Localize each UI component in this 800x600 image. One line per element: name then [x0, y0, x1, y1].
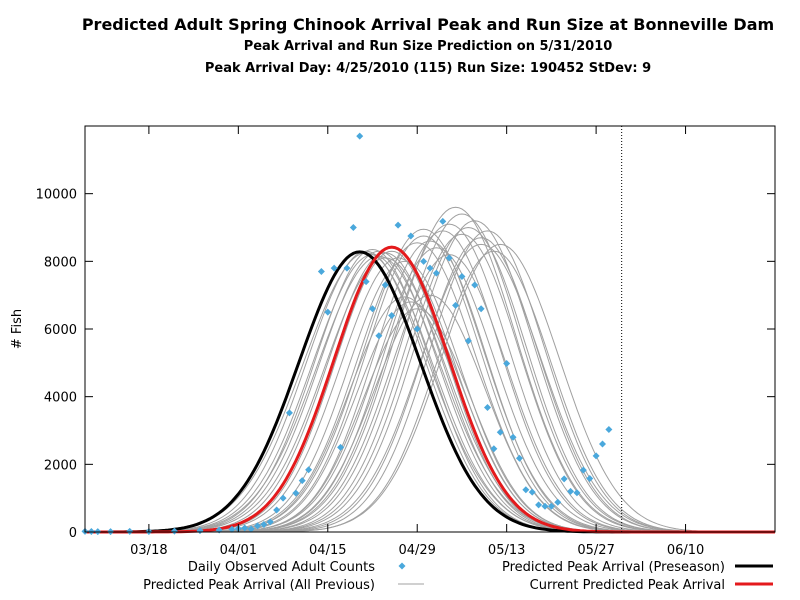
observed-point [273, 506, 281, 514]
observed-point [452, 301, 460, 309]
observed-point [349, 224, 357, 231]
legend-label: Predicted Peak Arrival (Preseason) [502, 560, 725, 575]
observed-point [579, 466, 587, 474]
observed-point [535, 501, 543, 509]
legend-label: Current Predicted Peak Arrival [530, 578, 725, 593]
observed-point [503, 360, 511, 368]
observed-point [515, 454, 523, 462]
observed-point [317, 267, 325, 275]
observed-point [343, 264, 351, 272]
y-tick-label: 2000 [44, 458, 77, 473]
y-tick-label: 8000 [44, 255, 77, 270]
observed-point [292, 489, 300, 497]
y-tick-label: 10000 [36, 188, 77, 203]
previous-curves-layer [85, 206, 775, 533]
x-tick-label: 04/01 [220, 543, 257, 558]
observed-point [605, 425, 613, 433]
observed-point [266, 518, 274, 526]
observed-point [464, 337, 472, 345]
observed-point [285, 409, 293, 417]
legend: Daily Observed Adult Counts Predicted Pea… [143, 560, 773, 593]
observed-point [547, 502, 555, 510]
observed-point [471, 281, 479, 289]
y-tick-label: 0 [69, 526, 77, 541]
previous-curve-line [85, 294, 775, 533]
observed-point [126, 527, 134, 535]
observed-point [420, 257, 428, 265]
observed-point [362, 278, 370, 286]
main-curves-layer [85, 245, 775, 534]
observed-point [541, 502, 549, 510]
observed-point [426, 264, 434, 272]
observed-point [228, 525, 236, 533]
legend-swatch-observed [398, 562, 406, 570]
observed-point [592, 452, 600, 460]
chart-info: Peak Arrival Day: 4/25/2010 (115) Run Si… [204, 61, 652, 76]
observed-point [554, 498, 562, 506]
observed-point [324, 308, 332, 316]
observed-point [298, 477, 306, 485]
legend-label: Daily Observed Adult Counts [188, 560, 375, 575]
previous-curve-line [85, 226, 775, 533]
observed-point [388, 311, 396, 319]
observed-point [241, 524, 249, 532]
preseason-curve-line [85, 250, 775, 534]
observed-point [407, 232, 415, 240]
observed-point [337, 443, 345, 451]
observed-point [586, 475, 594, 483]
axes-layer: 0 2000 4000 6000 8000 10000 03/18 04/01 04/15 04/… [10, 125, 776, 558]
observed-point [528, 488, 536, 496]
y-tick-label: 6000 [44, 323, 77, 338]
observed-point [413, 325, 421, 333]
chart-title: Predicted Adult Spring Chinook Arrival P… [81, 15, 775, 34]
legend-label: Predicted Peak Arrival (All Previous) [143, 578, 375, 593]
observed-points-layer [81, 132, 613, 536]
observed-point [432, 269, 440, 277]
observed-point [247, 525, 255, 533]
x-tick-label: 03/18 [130, 543, 167, 558]
observed-point [490, 445, 498, 453]
x-tick-label: 05/13 [488, 543, 525, 558]
observed-point [381, 281, 389, 289]
observed-point [87, 527, 95, 535]
observed-point [170, 527, 178, 535]
observed-point [522, 486, 530, 494]
observed-point [477, 305, 485, 313]
x-tick-label: 06/10 [667, 543, 704, 558]
previous-curve-line [85, 228, 775, 533]
observed-point [330, 264, 338, 272]
observed-point [305, 466, 313, 474]
x-tick-label: 04/15 [309, 543, 346, 558]
observed-point [458, 273, 466, 281]
observed-point [394, 221, 402, 229]
observed-point [279, 494, 287, 502]
observed-point [369, 305, 376, 313]
observed-point [599, 440, 606, 448]
observed-point [509, 433, 517, 441]
observed-point [439, 217, 447, 225]
chart-titles: Predicted Adult Spring Chinook Arrival P… [0, 14, 800, 80]
observed-point [496, 428, 504, 436]
observed-point [254, 522, 261, 530]
y-tick-label: 4000 [44, 391, 77, 406]
observed-point [560, 475, 568, 483]
x-tick-label: 04/29 [398, 543, 435, 558]
x-tick-label: 05/27 [577, 543, 614, 558]
observed-point [567, 487, 575, 495]
observed-point [445, 254, 453, 262]
previous-curve-line [85, 308, 775, 533]
observed-point [356, 132, 364, 140]
observed-point [375, 332, 383, 340]
plot-frame [84, 125, 776, 533]
chart-subtitle: Peak Arrival and Run Size Prediction on … [243, 39, 613, 54]
observed-point [484, 403, 491, 411]
observed-point [260, 521, 268, 529]
y-axis-label: # Fish [10, 309, 25, 349]
observed-point [573, 489, 581, 497]
